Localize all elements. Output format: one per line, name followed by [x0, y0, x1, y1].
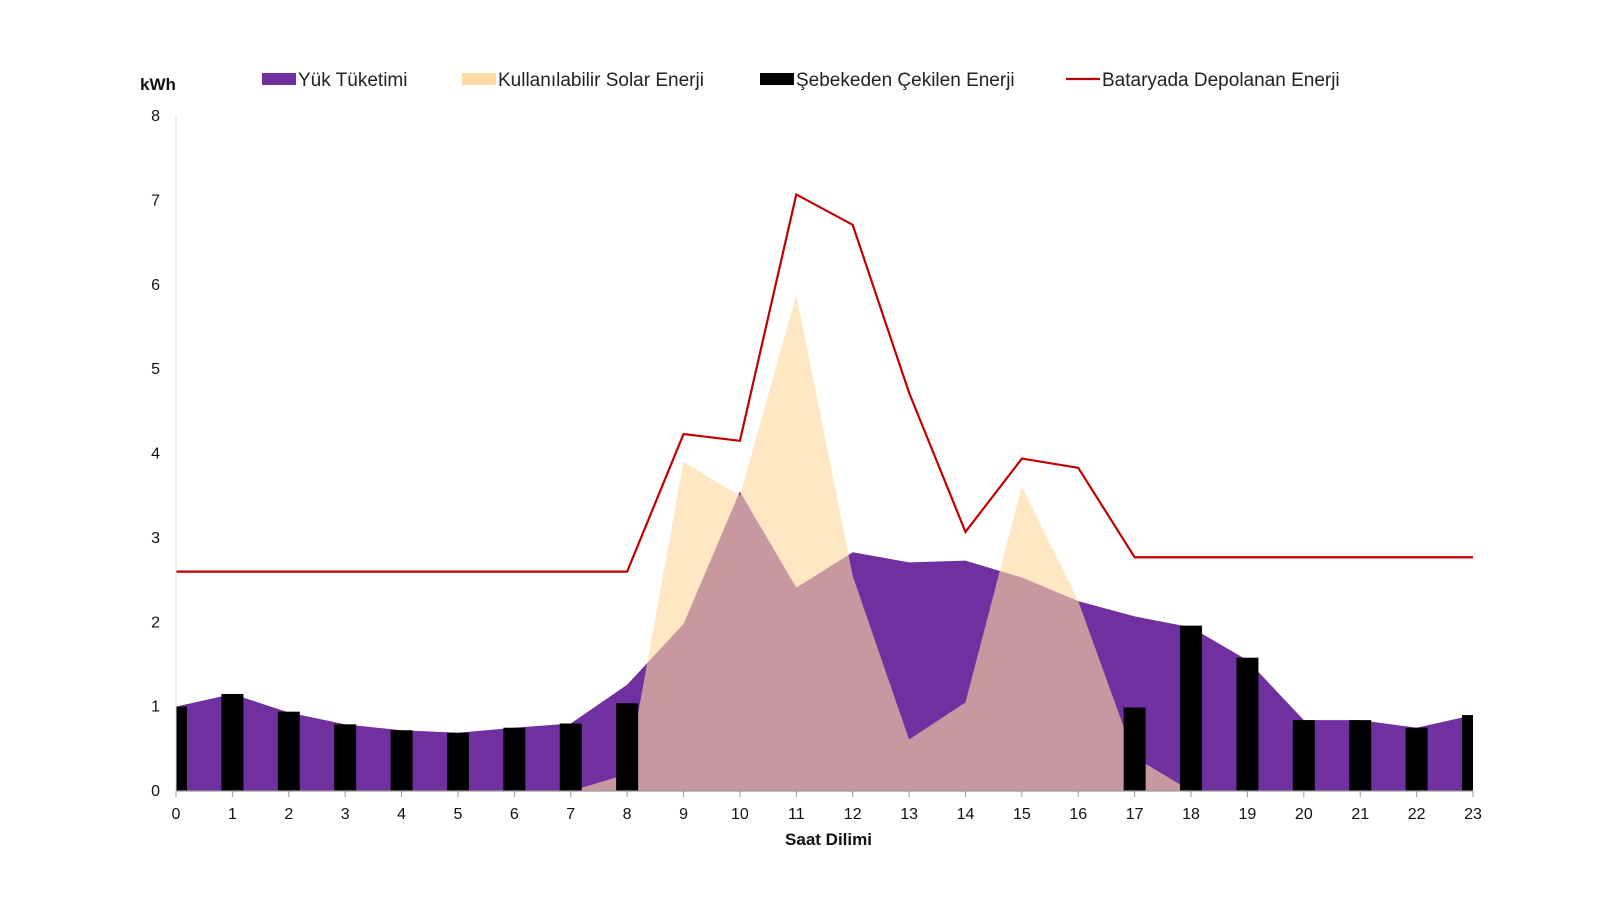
x-tick-label: 4	[397, 806, 406, 823]
x-tick-label: 9	[679, 806, 688, 823]
x-tick-label: 2	[284, 806, 293, 823]
bar-sebekeden-cekilen-enerji	[1123, 707, 1146, 791]
y-tick-label: 3	[151, 530, 160, 547]
x-tick-label: 14	[957, 806, 975, 823]
x-tick-label: 12	[844, 806, 862, 823]
y-tick-label: 8	[151, 108, 160, 125]
bar-sebekeden-cekilen-enerji	[1462, 715, 1473, 791]
legend-swatch-yuk-tuketimi	[262, 73, 296, 85]
bar-sebekeden-cekilen-enerji	[446, 732, 469, 791]
x-tick-label: 18	[1182, 806, 1200, 823]
bar-sebekeden-cekilen-enerji	[616, 703, 639, 791]
y-tick-label: 0	[151, 783, 160, 800]
series-line-bataryada-depolanan-enerji	[176, 192, 1473, 573]
legend-label-yuk-tuketimi: Yük Tüketimi	[298, 70, 407, 91]
x-tick-label: 20	[1295, 806, 1313, 823]
bar-sebekeden-cekilen-enerji	[390, 730, 413, 791]
x-tick-label: 22	[1408, 806, 1426, 823]
bar-sebekeden-cekilen-enerji	[1349, 720, 1372, 791]
bar-sebekeden-cekilen-enerji	[1292, 720, 1315, 791]
legend-label-sebekeden-cekilen-enerji: Şebekeden Çekilen Enerji	[796, 70, 1015, 91]
y-tick-label: 1	[151, 699, 160, 716]
y-tick-label: 6	[151, 277, 160, 294]
plot-area	[175, 116, 1473, 792]
x-axis-label: Saat Dilimi	[785, 830, 872, 849]
x-tick-label: 5	[454, 806, 463, 823]
x-tick-label: 13	[900, 806, 918, 823]
legend-label-kullanilabilir-solar-enerji: Kullanılabilir Solar Enerji	[498, 70, 704, 91]
legend-swatch-sebekeden-cekilen-enerji	[760, 73, 794, 85]
legend-swatch-kullanilabilir-solar-enerji	[462, 73, 496, 85]
x-tick-label: 3	[341, 806, 350, 823]
y-tick-label: 5	[151, 361, 160, 378]
x-tick-label: 17	[1126, 806, 1144, 823]
x-axis-ticks: 0 1 2 3 4 5 6 7 8 9 10 11 12 13 14 15 16 17 18 19 20 21 22 23	[172, 791, 1482, 823]
y-axis-ticks: 0 1 2 3 4 5 6 7 8	[151, 108, 160, 800]
bar-sebekeden-cekilen-enerji	[1180, 625, 1203, 791]
x-tick-label: 15	[1013, 806, 1031, 823]
y-tick-label: 7	[151, 192, 160, 209]
legend: Yük Tüketimi Kullanılabilir Solar Enerji Ş…	[262, 70, 1340, 91]
bar-sebekeden-cekilen-enerji	[1236, 657, 1259, 791]
x-tick-label: 21	[1351, 806, 1369, 823]
x-tick-label: 23	[1464, 806, 1482, 823]
bar-sebekeden-cekilen-enerji	[503, 727, 526, 791]
x-tick-label: 0	[172, 806, 181, 823]
bar-sebekeden-cekilen-enerji	[1405, 727, 1428, 791]
bar-sebekeden-cekilen-enerji	[277, 711, 300, 791]
x-tick-label: 19	[1239, 806, 1257, 823]
y-tick-label: 4	[151, 446, 160, 463]
bar-sebekeden-cekilen-enerji	[221, 693, 244, 791]
x-tick-label: 6	[510, 806, 519, 823]
x-tick-label: 16	[1069, 806, 1087, 823]
bar-sebekeden-cekilen-enerji	[559, 723, 582, 791]
x-tick-label: 1	[228, 806, 237, 823]
x-tick-label: 11	[788, 806, 805, 823]
bar-sebekeden-cekilen-enerji	[176, 706, 187, 791]
legend-label-bataryada-depolanan-enerji: Bataryada Depolanan Enerji	[1102, 70, 1340, 91]
bar-sebekeden-cekilen-enerji	[334, 724, 357, 791]
x-tick-label: 10	[731, 806, 749, 823]
x-tick-label: 8	[623, 806, 632, 823]
y-axis-label: kWh	[140, 75, 176, 94]
y-tick-label: 2	[151, 614, 160, 631]
series-area-kullanilabilir-solar-enerji	[176, 294, 1473, 791]
x-tick-label: 7	[566, 806, 575, 823]
